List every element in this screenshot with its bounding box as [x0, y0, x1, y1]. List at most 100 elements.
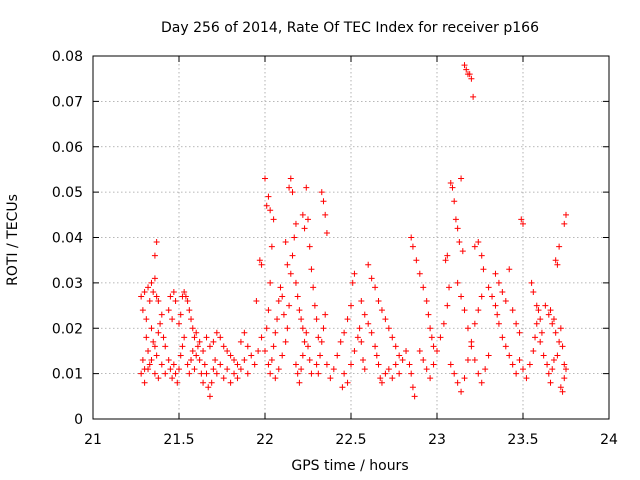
data-point [150, 338, 157, 345]
data-point [550, 316, 557, 323]
data-point [351, 347, 358, 354]
data-point [296, 379, 303, 386]
data-point [299, 352, 306, 359]
data-point [167, 293, 174, 300]
data-point [179, 343, 186, 350]
data-point [360, 357, 367, 364]
data-point [251, 361, 258, 368]
x-tick-label: 21 [84, 432, 102, 448]
data-point [475, 239, 482, 246]
data-point [162, 370, 169, 377]
data-point [499, 334, 506, 341]
data-point [532, 334, 539, 341]
data-point [310, 284, 317, 291]
data-point [323, 229, 330, 236]
data-point [461, 375, 468, 382]
data-point [427, 375, 434, 382]
data-point [153, 293, 160, 300]
data-point [275, 366, 282, 373]
x-tick-label: 22 [256, 432, 274, 448]
data-point [291, 234, 298, 241]
data-point [365, 261, 372, 268]
data-point [563, 366, 569, 373]
data-point [475, 307, 482, 314]
data-point [244, 370, 251, 377]
data-point [538, 329, 545, 336]
data-point [151, 275, 158, 282]
data-point [162, 343, 169, 350]
data-point [258, 334, 265, 341]
data-point [437, 334, 444, 341]
data-point [403, 347, 410, 354]
data-point [452, 216, 459, 223]
data-point [165, 357, 172, 364]
data-point [327, 375, 334, 382]
data-point [456, 239, 463, 246]
data-point [213, 370, 220, 377]
data-point [368, 275, 375, 282]
data-point [461, 307, 468, 314]
data-point [311, 302, 318, 309]
data-point [358, 338, 365, 345]
data-point [265, 193, 272, 200]
data-point [361, 311, 368, 318]
data-point [315, 370, 322, 377]
x-tick-label: 22.5 [335, 432, 366, 448]
data-point [151, 370, 158, 377]
data-point [344, 379, 351, 386]
data-point [157, 320, 164, 327]
x-tick-label: 21.5 [163, 432, 194, 448]
data-point [193, 352, 200, 359]
data-point [378, 379, 385, 386]
data-point [416, 270, 423, 277]
data-point [552, 329, 559, 336]
data-point [330, 366, 337, 373]
data-point [495, 279, 502, 286]
data-point [155, 329, 162, 336]
data-point [382, 316, 389, 323]
data-point [458, 293, 465, 300]
data-point [210, 366, 217, 373]
data-point [485, 352, 492, 359]
data-point [411, 393, 418, 400]
data-point [464, 325, 471, 332]
data-point [559, 343, 566, 350]
data-point [557, 384, 564, 391]
data-point [549, 320, 556, 327]
data-point [274, 316, 281, 323]
data-point [277, 284, 284, 291]
data-point [430, 361, 437, 368]
data-point [478, 379, 485, 386]
data-point [206, 343, 213, 350]
data-point [267, 370, 274, 377]
data-point [449, 184, 456, 191]
x-tick-label: 24 [600, 432, 618, 448]
data-point [502, 298, 509, 305]
data-point [155, 375, 162, 382]
data-point [275, 298, 282, 305]
data-point [255, 347, 262, 354]
data-point [155, 298, 162, 305]
data-point [561, 361, 568, 368]
data-point [323, 361, 330, 368]
data-point [241, 329, 248, 336]
data-point [494, 311, 501, 318]
data-point [191, 334, 198, 341]
data-point [533, 320, 540, 327]
data-point [138, 293, 145, 300]
data-point [520, 366, 526, 373]
data-point [478, 252, 485, 259]
data-point [167, 366, 174, 373]
data-point [306, 243, 313, 250]
data-point [212, 357, 219, 364]
data-point [217, 334, 224, 341]
data-point [148, 325, 155, 332]
data-point [377, 375, 384, 382]
data-point [176, 320, 182, 327]
data-point [198, 370, 205, 377]
data-point [413, 257, 420, 264]
data-point [322, 211, 329, 218]
data-point [409, 243, 416, 250]
y-tick-label: 0.04 [52, 231, 83, 247]
data-point [509, 307, 516, 314]
